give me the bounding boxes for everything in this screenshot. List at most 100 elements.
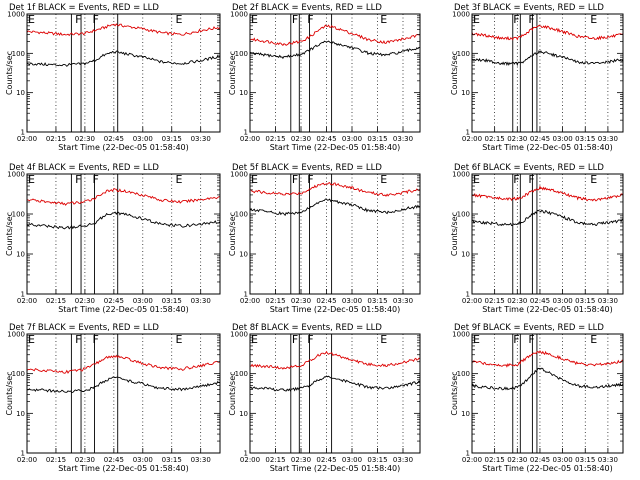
x-tick-label: 03:30 <box>393 135 413 143</box>
x-tick-label: 03:30 <box>393 297 413 305</box>
series-line-lld <box>249 182 421 197</box>
x-tick-label: 03:15 <box>367 135 387 143</box>
flag-marker: E <box>380 13 387 26</box>
y-tick-label: 10 <box>16 89 25 97</box>
x-axis-label: Start Time (22-Dec-05 01:58:40) <box>58 143 189 152</box>
x-tick-label: 02:15 <box>485 297 505 305</box>
y-tick-label: 100 <box>12 370 25 378</box>
flag-marker: F <box>292 173 298 186</box>
flag-marker: E <box>175 13 182 26</box>
flag-marker: F <box>307 173 313 186</box>
x-tick-label: 02:45 <box>530 297 550 305</box>
y-tick-label: 10 <box>16 251 25 259</box>
flag-marker: E <box>380 173 387 186</box>
panel-title: Det 7f BLACK = Events, RED = LLD <box>9 323 159 333</box>
x-tick-label: 03:30 <box>598 456 618 464</box>
x-tick-label: 02:00 <box>17 297 37 305</box>
x-tick-label: 03:15 <box>575 135 595 143</box>
y-tick-label: 1 <box>244 450 248 458</box>
plot-frame <box>26 173 221 295</box>
y-tick-label: 10 <box>461 251 470 259</box>
x-tick-label: 03:30 <box>191 135 211 143</box>
x-tick-label: 02:15 <box>265 135 285 143</box>
panel-title: Det 3f BLACK = Events, RED = LLD <box>454 3 604 13</box>
y-tick-label: 1000 <box>7 11 25 19</box>
series-line-events <box>471 209 624 227</box>
flag-marker: E <box>28 13 35 26</box>
series-line-lld <box>26 23 221 37</box>
y-tick-label: 100 <box>235 50 248 58</box>
series-line-events <box>26 50 221 67</box>
y-tick-label: 10 <box>16 410 25 418</box>
flag-marker: F <box>292 13 298 26</box>
y-tick-label: 1 <box>244 291 248 299</box>
flag-marker: F <box>528 173 534 186</box>
panel-title: Det 1f BLACK = Events, RED = LLD <box>9 3 159 13</box>
y-tick-label: 1000 <box>230 11 248 19</box>
y-tick-label: 100 <box>12 50 25 58</box>
x-tick-label: 02:30 <box>507 297 527 305</box>
x-tick-label: 03:00 <box>133 456 153 464</box>
flag-marker: F <box>513 333 519 346</box>
x-tick-label: 02:45 <box>104 135 124 143</box>
panel-det-5: Det 5f BLACK = Events, RED = LLD 1 10 100 10… <box>228 163 421 314</box>
x-tick-label: 02:30 <box>75 456 95 464</box>
y-tick-label: 1000 <box>7 171 25 179</box>
x-tick-label: 02:45 <box>530 456 550 464</box>
x-axis-label: Start Time (22-Dec-05 01:58:40) <box>482 464 613 473</box>
flag-marker: E <box>590 13 597 26</box>
series-line-lld <box>26 354 221 374</box>
flag-marker: F <box>92 173 98 186</box>
series-line-lld <box>471 24 624 41</box>
series-line-events <box>249 40 421 60</box>
series-line-events <box>249 198 421 217</box>
x-tick-label: 02:00 <box>240 456 260 464</box>
y-tick-label: 10 <box>461 89 470 97</box>
flag-marker: F <box>75 13 81 26</box>
plot-frame <box>249 333 421 454</box>
x-tick-label: 03:30 <box>191 297 211 305</box>
x-tick-label: 02:45 <box>530 135 550 143</box>
y-tick-label: 100 <box>457 370 470 378</box>
plot-frame <box>26 13 221 133</box>
x-tick-label: 02:15 <box>485 456 505 464</box>
y-tick-label: 1 <box>244 129 248 137</box>
flag-marker: F <box>92 333 98 346</box>
y-tick-label: 100 <box>235 370 248 378</box>
y-tick-label: 1 <box>466 291 470 299</box>
x-tick-label: 03:00 <box>133 297 153 305</box>
x-tick-label: 02:30 <box>291 135 311 143</box>
x-tick-label: 02:30 <box>507 456 527 464</box>
x-tick-label: 03:15 <box>162 297 182 305</box>
series-line-events <box>249 375 421 392</box>
x-tick-label: 03:15 <box>367 456 387 464</box>
x-tick-label: 03:00 <box>553 297 573 305</box>
flag-marker: F <box>513 13 519 26</box>
y-axis-label: Counts/sec <box>228 51 237 95</box>
x-tick-label: 02:45 <box>316 297 336 305</box>
x-tick-label: 02:30 <box>291 456 311 464</box>
y-axis-label: Counts/sec <box>5 51 14 95</box>
panel-det-8: Det 8f BLACK = Events, RED = LLD 1 10 100 10… <box>228 323 421 473</box>
y-tick-label: 10 <box>239 89 248 97</box>
series-line-lld <box>471 350 624 368</box>
y-axis-label: Counts/sec <box>450 212 459 256</box>
y-tick-label: 100 <box>457 50 470 58</box>
y-tick-label: 100 <box>12 211 25 219</box>
flag-marker: E <box>175 173 182 186</box>
y-tick-label: 1000 <box>230 171 248 179</box>
panel-title: Det 5f BLACK = Events, RED = LLD <box>232 163 382 173</box>
panel-title: Det 4f BLACK = Events, RED = LLD <box>9 163 159 173</box>
y-tick-label: 1000 <box>452 11 470 19</box>
plot-frame <box>249 173 421 295</box>
y-tick-label: 100 <box>235 211 248 219</box>
plot-frame <box>471 173 624 295</box>
x-axis-label: Start Time (22-Dec-05 01:58:40) <box>270 464 401 473</box>
x-tick-label: 02:00 <box>240 297 260 305</box>
panel-det-9: Det 9f BLACK = Events, RED = LLD 1 10 100 10… <box>450 323 624 473</box>
flag-marker: E <box>473 13 480 26</box>
panel-title: Det 6f BLACK = Events, RED = LLD <box>454 163 604 173</box>
series-line-lld <box>471 185 624 202</box>
x-tick-label: 02:45 <box>316 456 336 464</box>
x-tick-label: 02:00 <box>462 456 482 464</box>
